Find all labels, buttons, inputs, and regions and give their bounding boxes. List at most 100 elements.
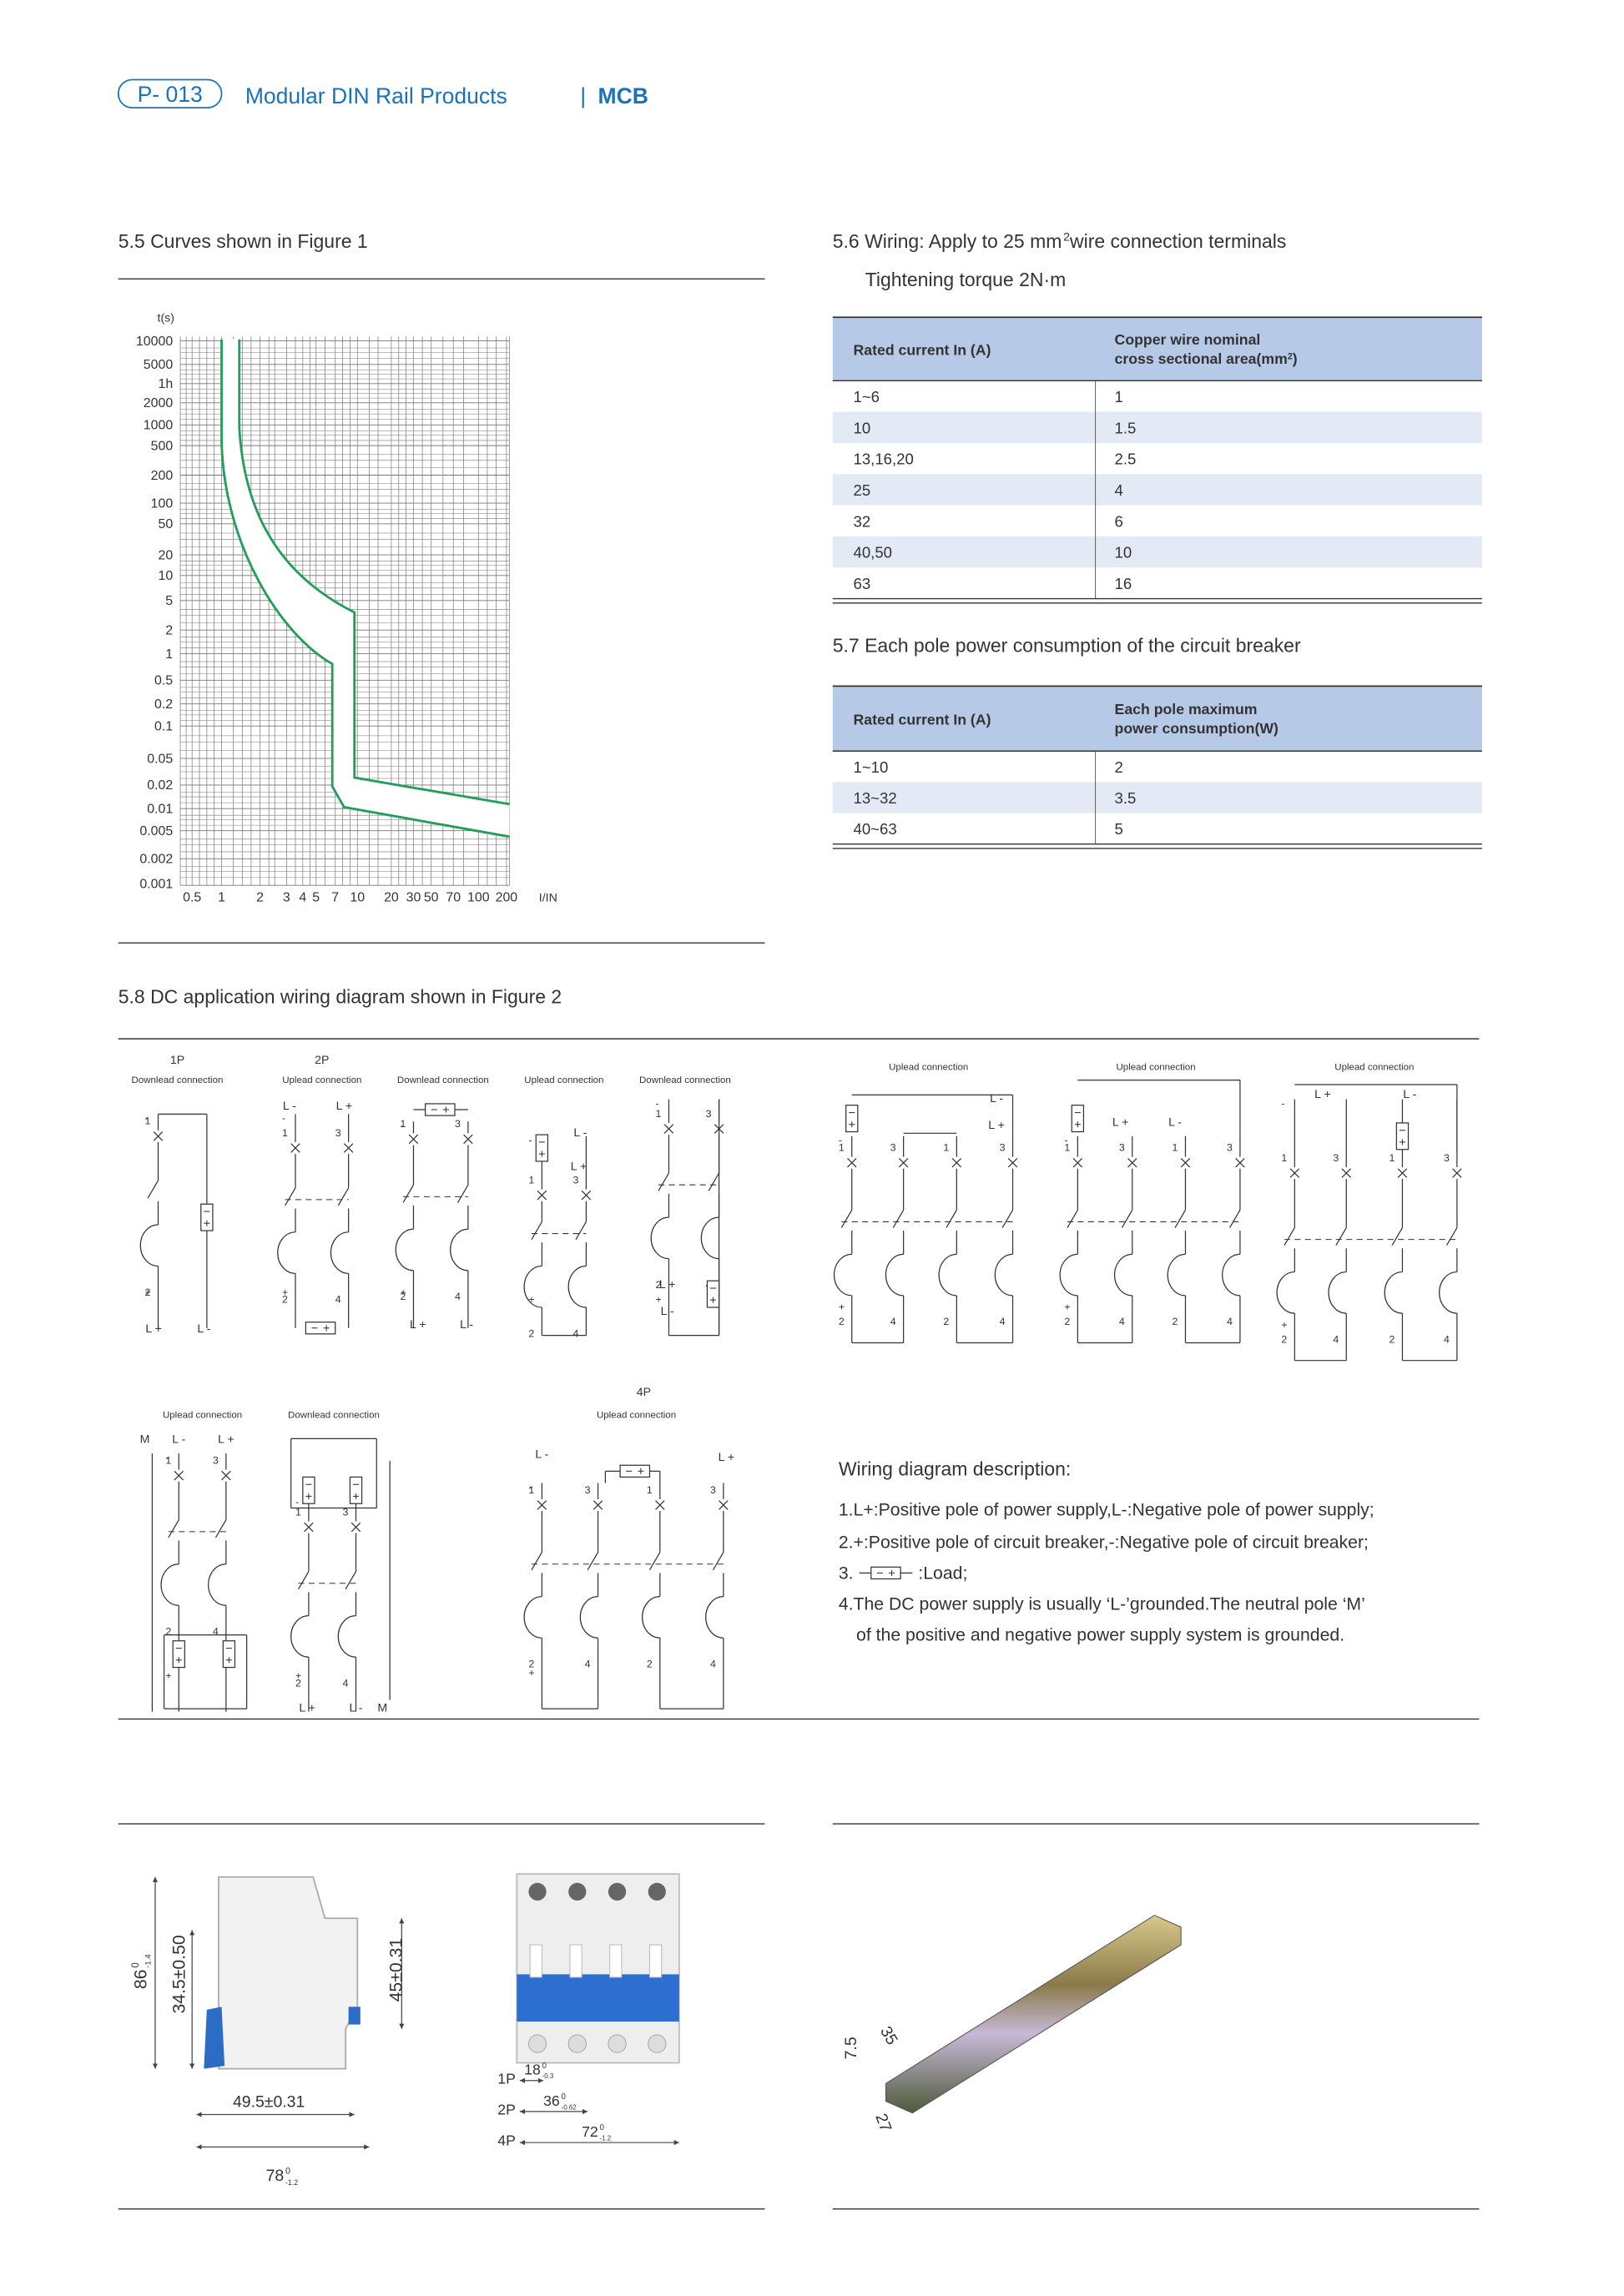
dimension-value: 27 [871,2111,895,2134]
terminal-label: 2 [839,1316,845,1327]
load-symbol [349,1476,363,1504]
load-symbol [870,1566,901,1580]
rule [147,1180,159,1199]
polarity-label: + [528,1294,534,1306]
pole-hump [994,1253,1013,1297]
polarity-label: + [282,1286,288,1298]
pole-hump [1114,1253,1132,1297]
supply-label: L - [172,1432,185,1446]
load-symbol [302,1476,315,1504]
pole-hump [395,1228,414,1271]
terminal-label: 4 [572,1327,578,1339]
toggle [648,1944,663,1978]
polarity-label: - [528,1135,532,1146]
rule [1445,1227,1458,1246]
rule [892,1209,905,1228]
load-symbol [535,1134,549,1162]
rule [712,1552,724,1571]
rule [946,1209,957,1228]
terminal-screw [568,1882,587,1901]
rule [1341,1168,1351,1178]
terminal-label: 1 [295,1506,301,1518]
terminal-label: 1 [1173,1142,1178,1154]
terminal-label: 2 [647,1659,653,1670]
x-tick-label: 5 [312,891,320,905]
rule [951,1157,962,1168]
dimension-lower: -1.2 [600,2134,612,2142]
pole-label: 1P [497,2070,516,2087]
x-tick-label: 70 [446,891,461,905]
x-tick-label: 4 [299,891,306,905]
y-tick-label: 10 [158,569,173,583]
rule [575,1221,587,1240]
terminal-label: 3 [710,1484,716,1496]
x-tick-label: 200 [496,891,518,905]
y-unit: t(s) [158,311,174,325]
rule [168,1519,179,1538]
rule [898,1157,909,1168]
dimension-upper: 0 [542,2062,547,2071]
y-tick-label: 0.002 [139,853,173,867]
terminal-label: 2 [1389,1333,1395,1345]
terminal-label: 3 [343,1506,349,1518]
connection-label: Downlead connection [397,1075,489,1085]
rule [658,1172,669,1191]
superscript: 2 [1063,229,1070,243]
x-tick-label: 50 [424,891,439,905]
table-row-bg [832,411,1482,443]
rule [708,1172,720,1191]
section-heading: wire connection terminals [1069,230,1286,252]
rule [343,1143,354,1153]
terminal-label: 1 [1389,1152,1395,1164]
rule [345,1571,357,1590]
load-symbol [200,1203,214,1231]
terminal-label: 3 [1119,1142,1125,1154]
x-tick-label: 30 [406,891,421,905]
pole-hump [579,1596,598,1639]
load-symbol [424,1103,456,1116]
pole-hump [139,1224,159,1267]
table-cell: 13~32 [854,789,897,807]
rule [531,1221,542,1240]
pole-label: 4P [497,2132,516,2149]
rule [1397,1168,1408,1178]
load-symbol [305,1322,336,1335]
pole-label: 2P [497,2101,516,2117]
rule [304,1522,314,1533]
table-header-bg [832,686,1482,752]
description-item: :Load; [918,1563,967,1583]
supply-label: L - [535,1447,548,1460]
rule [1174,1209,1186,1228]
terminal-hole [567,2034,587,2053]
superscript: 2 [1288,352,1293,362]
rule [1127,1157,1137,1168]
toggle [569,1944,583,1978]
rule [655,1500,665,1510]
supply-label: L - [283,1099,296,1112]
polarity-label: - [1064,1135,1067,1146]
dimension-value: 34.5±0.50 [169,1935,189,2013]
toggle [529,1944,542,1978]
terminal-label: 3 [335,1127,341,1139]
description-item: 3. [839,1563,854,1583]
rule [847,1157,857,1168]
page-number: P- 013 [138,82,203,107]
rule [1180,1157,1191,1168]
y-tick-label: 10000 [136,335,173,349]
pole-hump [567,1265,587,1308]
pole-hump [330,1231,349,1274]
dimension-value: 49.5±0.31 [233,2093,305,2112]
terminal-label: 1 [1281,1152,1287,1164]
y-tick-label: 0.5 [154,674,173,688]
table-cell: 2 [1115,758,1123,776]
supply-label: L + [571,1160,588,1173]
x-tick-label: 3 [283,891,290,905]
terminal-label: 1 [528,1484,534,1496]
dimension-label: 36 0-0.62 [543,2092,577,2111]
terminal-label: 1 [943,1142,949,1154]
rule [1007,1157,1018,1168]
y-tick-label: 5 [165,594,173,608]
polarity-label: - [282,1112,285,1124]
section-heading: 5.8 DC application wiring diagram shown … [119,986,562,1008]
load-symbol [222,1640,236,1669]
